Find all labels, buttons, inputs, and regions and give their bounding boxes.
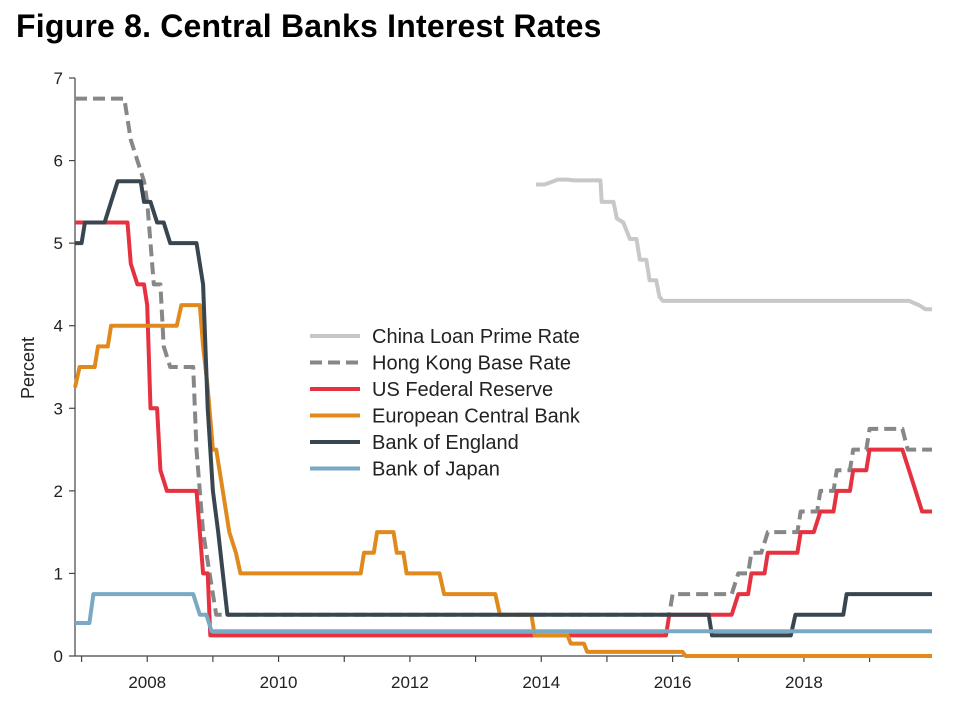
- legend-label: Bank of Japan: [372, 459, 500, 481]
- y-tick-label: 2: [54, 482, 63, 501]
- legend-label: US Federal Reserve: [372, 379, 553, 401]
- series-line-china-loan-prime-rate: [536, 177, 932, 312]
- x-tick-label: 2014: [522, 673, 560, 692]
- legend-label: Hong Kong Base Rate: [372, 353, 571, 375]
- x-tick-label: 2016: [654, 673, 692, 692]
- x-tick-label: 2018: [785, 673, 823, 692]
- y-tick-label: 0: [54, 647, 63, 666]
- series-line-bank-of-japan: [75, 592, 932, 634]
- y-tick-label: 6: [54, 152, 63, 171]
- series-line-hong-kong-base-rate: [75, 96, 932, 617]
- chart-title: Figure 8. Central Banks Interest Rates: [16, 8, 602, 44]
- y-tick-label: 7: [54, 69, 63, 88]
- series-line-bank-of-england: [75, 179, 932, 638]
- legend-label: European Central Bank: [372, 406, 581, 428]
- legend-label: Bank of England: [372, 432, 519, 454]
- y-tick-label: 4: [54, 317, 63, 336]
- legend-label: China Loan Prime Rate: [372, 326, 580, 348]
- series-lines: [73, 96, 932, 658]
- y-axis-label: Percent: [18, 337, 38, 399]
- axes: 0 1 2 3 4 5 6 7 2008 2010 2012 2014 2016 2018: [54, 69, 932, 692]
- series-line-european-central-bank: [73, 303, 932, 658]
- y-tick-label: 1: [54, 564, 63, 583]
- x-tick-label: 2008: [128, 673, 166, 692]
- y-tick-label: 3: [54, 399, 63, 418]
- x-tick-label: 2010: [260, 673, 298, 692]
- series-line-us-federal-reserve: [75, 220, 932, 638]
- legend: China Loan Prime Rate Hong Kong Base Rate…: [310, 326, 581, 481]
- x-tick-label: 2012: [391, 673, 429, 692]
- y-tick-label: 5: [54, 234, 63, 253]
